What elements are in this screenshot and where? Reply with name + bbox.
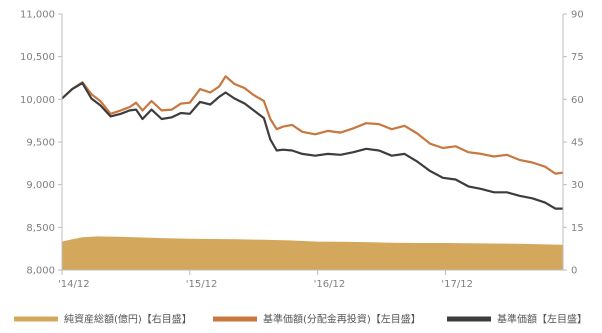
legend: 純資産総額(億円)【右目盛】 基準価額(分配金再投資)【左目盛】 基準価額【左目盛】	[14, 313, 587, 326]
y-right-tick-label: 90	[571, 10, 584, 21]
series-area-net-assets	[62, 236, 563, 270]
legend-swatch	[213, 316, 257, 322]
legend-label: 基準価額【左目盛】	[497, 313, 587, 326]
y-left-tick-label: 10,500	[20, 52, 55, 63]
x-tick-label: '16/12	[314, 279, 346, 290]
series-line-nav	[61, 82, 563, 210]
legend-item-nav: 基準価額【左目盛】	[447, 313, 587, 326]
axes: 8,000 8,500 9,000 9,500 10,000 10,500 11,000 0 1…	[20, 10, 584, 291]
y-left-tick-label: 8,000	[26, 266, 55, 277]
legend-item-net-assets: 純資産総額(億円)【右目盛】	[14, 313, 192, 326]
y-left-tick-label: 10,000	[20, 95, 55, 106]
y-left-tick-label: 9,500	[26, 138, 55, 149]
legend-item-nav-reinvested: 基準価額(分配金再投資)【左目盛】	[213, 313, 421, 326]
legend-label: 基準価額(分配金再投資)【左目盛】	[263, 313, 421, 326]
y-left-tick-label: 11,000	[20, 10, 55, 21]
x-tick-label: '15/12	[186, 279, 218, 290]
x-tick-label: '17/12	[441, 279, 473, 290]
y-left-tick-label: 8,500	[26, 223, 55, 234]
y-right-tick-label: 45	[571, 138, 584, 149]
legend-label: 純資産総額(億円)【右目盛】	[64, 313, 192, 326]
y-right-tick-label: 60	[571, 95, 584, 106]
y-left-tick-label: 9,000	[26, 180, 55, 191]
plot-area	[61, 75, 564, 270]
y-right-tick-label: 30	[571, 180, 584, 191]
legend-swatch	[447, 316, 491, 322]
series-line-nav-reinvested	[61, 75, 564, 175]
legend-swatch	[14, 316, 58, 322]
y-right-tick-label: 75	[571, 52, 584, 63]
y-right-tick-label: 15	[571, 223, 584, 234]
y-right-tick-label: 0	[571, 266, 577, 277]
x-tick-label: '14/12	[58, 279, 90, 290]
